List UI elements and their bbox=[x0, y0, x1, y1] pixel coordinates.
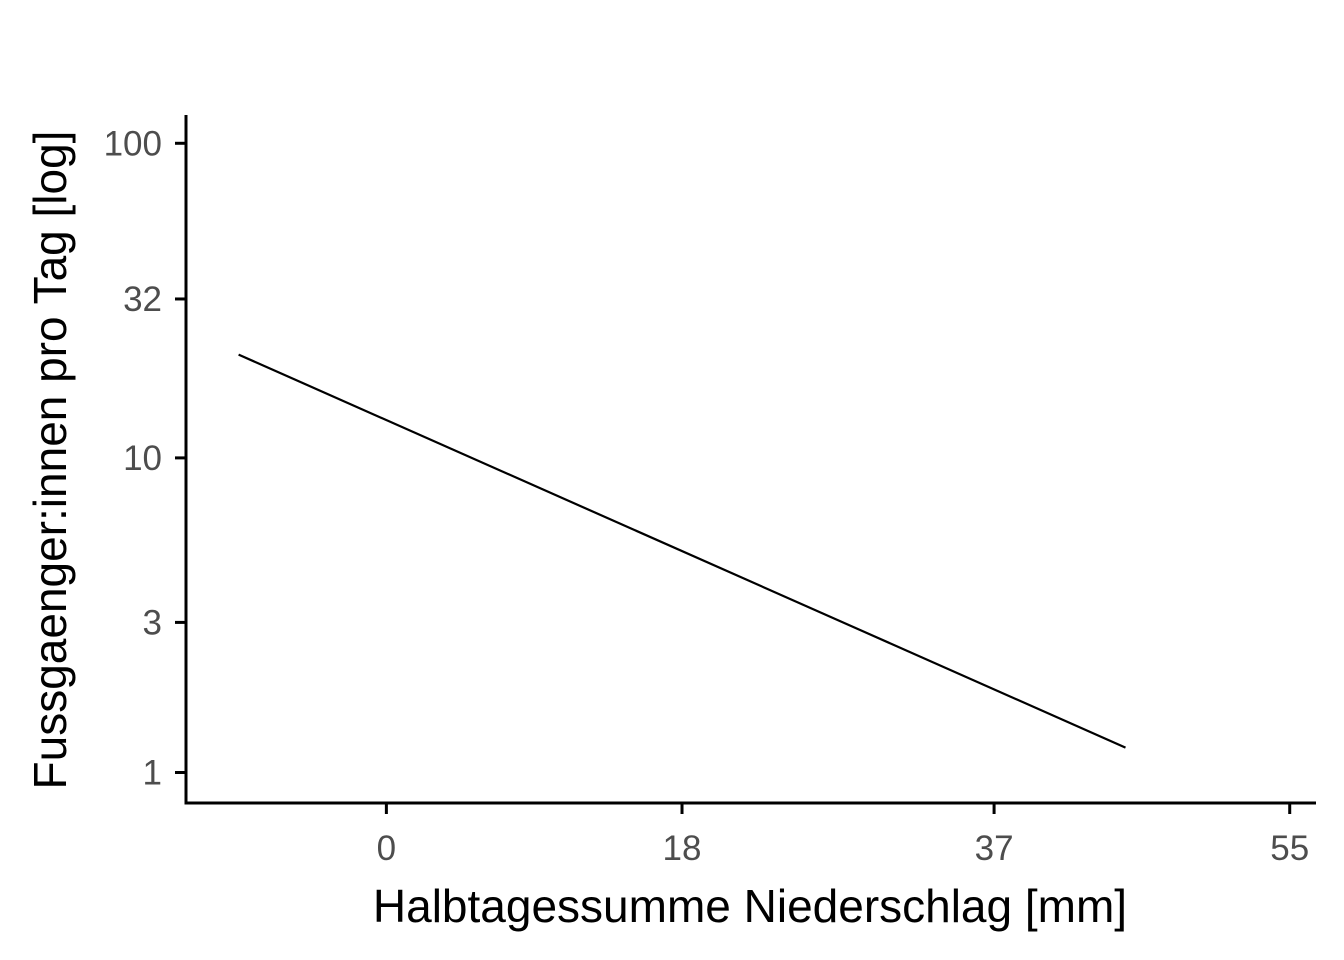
plot-series-layer bbox=[238, 353, 1126, 749]
x-axis-title: Halbtagessumme Niederschlag [mm] bbox=[373, 880, 1127, 932]
y-tick-label: 32 bbox=[123, 280, 162, 319]
y-tick-label: 100 bbox=[104, 124, 162, 163]
y-tick-label: 10 bbox=[123, 439, 162, 478]
y-tick-label: 3 bbox=[143, 603, 162, 642]
x-tick-label: 37 bbox=[975, 829, 1014, 868]
y-axis-title: Fussgaenger:innen pro Tag [log] bbox=[24, 131, 76, 790]
y-axis-ticks: 1 3 10 32 100 bbox=[104, 124, 186, 793]
y-tick-label: 1 bbox=[143, 754, 162, 793]
series-line-1 bbox=[238, 353, 1126, 749]
x-tick-label: 55 bbox=[1270, 829, 1309, 868]
x-axis-ticks: 0 18 37 55 bbox=[377, 803, 1309, 868]
x-tick-label: 0 bbox=[377, 829, 396, 868]
x-tick-label: 18 bbox=[663, 829, 702, 868]
